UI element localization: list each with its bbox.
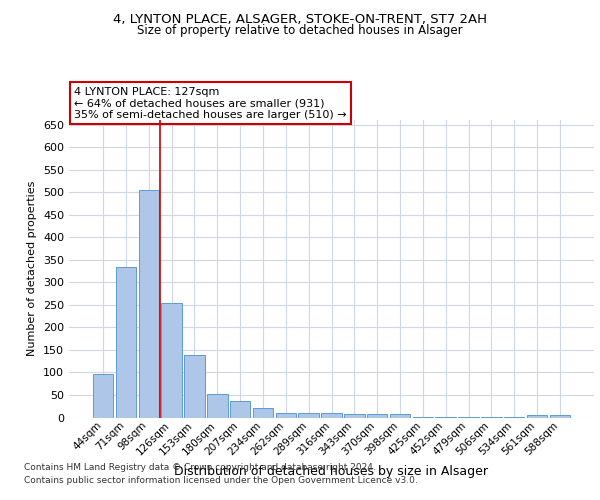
Bar: [321, 413, 342, 418]
Bar: [253, 408, 273, 418]
Y-axis label: Number of detached properties: Number of detached properties: [28, 181, 37, 356]
Bar: [413, 416, 433, 418]
Bar: [481, 416, 502, 418]
Bar: [367, 414, 388, 418]
Bar: [298, 413, 319, 418]
Bar: [207, 394, 227, 417]
Bar: [230, 401, 250, 417]
Text: Size of property relative to detached houses in Alsager: Size of property relative to detached ho…: [137, 24, 463, 37]
Bar: [116, 268, 136, 418]
Bar: [390, 414, 410, 418]
Bar: [275, 413, 296, 418]
Bar: [504, 416, 524, 418]
X-axis label: Distribution of detached houses by size in Alsager: Distribution of detached houses by size …: [175, 466, 488, 478]
Bar: [527, 415, 547, 418]
Bar: [139, 190, 159, 418]
Text: Contains public sector information licensed under the Open Government Licence v3: Contains public sector information licen…: [24, 476, 418, 485]
Text: Contains HM Land Registry data © Crown copyright and database right 2024.: Contains HM Land Registry data © Crown c…: [24, 462, 376, 471]
Bar: [161, 304, 182, 418]
Bar: [184, 356, 205, 418]
Text: 4, LYNTON PLACE, ALSAGER, STOKE-ON-TRENT, ST7 2AH: 4, LYNTON PLACE, ALSAGER, STOKE-ON-TRENT…: [113, 12, 487, 26]
Bar: [344, 414, 365, 418]
Bar: [436, 416, 456, 418]
Text: 4 LYNTON PLACE: 127sqm
← 64% of detached houses are smaller (931)
35% of semi-de: 4 LYNTON PLACE: 127sqm ← 64% of detached…: [74, 87, 347, 120]
Bar: [93, 374, 113, 418]
Bar: [458, 416, 479, 418]
Bar: [550, 415, 570, 418]
